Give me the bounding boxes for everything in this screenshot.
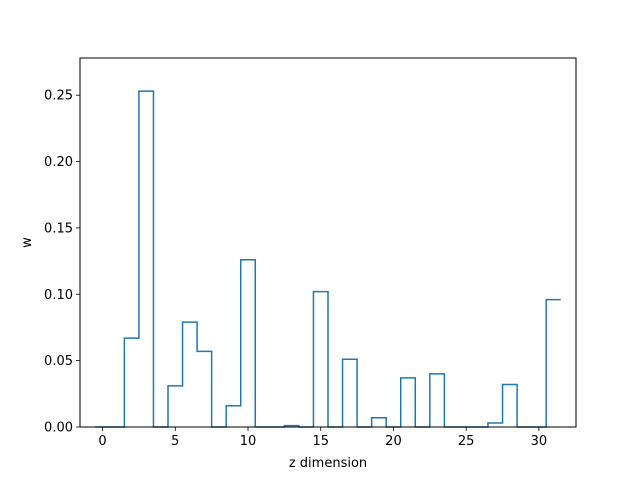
- plot-frame: [79, 57, 577, 428]
- y-axis-label: w: [20, 237, 35, 248]
- x-axis: 0 5 10 15 20 25 30: [98, 427, 547, 449]
- y-tick-label: 0.10: [44, 288, 73, 303]
- y-tick-label: 0.00: [44, 421, 73, 436]
- x-tick-label: 30: [531, 434, 548, 449]
- y-tick-label: 0.05: [44, 354, 73, 369]
- x-tick-label: 15: [312, 434, 329, 449]
- y-axis: 0.00 0.05 0.10 0.15 0.20 0.25: [44, 89, 80, 436]
- x-axis-label: z dimension: [289, 456, 367, 471]
- x-tick-label: 5: [171, 434, 179, 449]
- y-tick-label: 0.20: [44, 155, 73, 170]
- x-tick-label: 10: [240, 434, 257, 449]
- x-tick-label: 25: [458, 434, 475, 449]
- y-tick-label: 0.25: [44, 89, 73, 104]
- x-tick-label: 20: [385, 434, 402, 449]
- x-tick-label: 0: [98, 434, 106, 449]
- y-tick-label: 0.15: [44, 221, 73, 236]
